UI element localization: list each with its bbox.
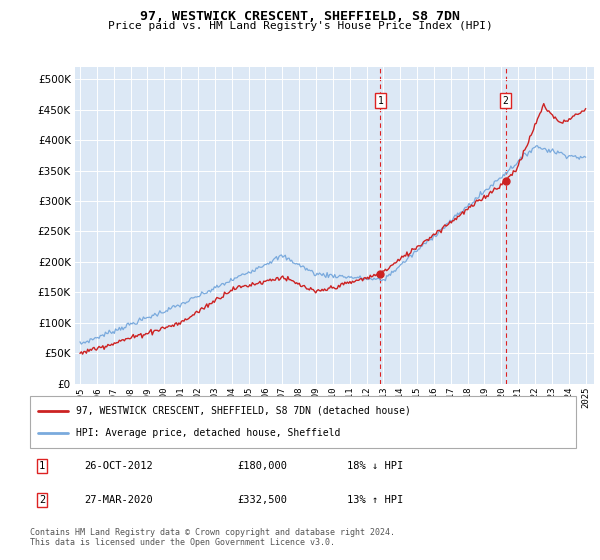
Text: Price paid vs. HM Land Registry's House Price Index (HPI): Price paid vs. HM Land Registry's House … (107, 21, 493, 31)
Text: 13% ↑ HPI: 13% ↑ HPI (347, 494, 403, 505)
Text: £332,500: £332,500 (238, 494, 287, 505)
FancyBboxPatch shape (30, 396, 576, 448)
Text: 1: 1 (377, 96, 383, 106)
Text: 18% ↓ HPI: 18% ↓ HPI (347, 461, 403, 471)
Text: 26-OCT-2012: 26-OCT-2012 (85, 461, 154, 471)
Text: 97, WESTWICK CRESCENT, SHEFFIELD, S8 7DN: 97, WESTWICK CRESCENT, SHEFFIELD, S8 7DN (140, 10, 460, 23)
Text: Contains HM Land Registry data © Crown copyright and database right 2024.
This d: Contains HM Land Registry data © Crown c… (30, 528, 395, 548)
Text: 27-MAR-2020: 27-MAR-2020 (85, 494, 154, 505)
Text: 2: 2 (503, 96, 508, 106)
Text: £180,000: £180,000 (238, 461, 287, 471)
Text: 1: 1 (39, 461, 45, 471)
Text: 97, WESTWICK CRESCENT, SHEFFIELD, S8 7DN (detached house): 97, WESTWICK CRESCENT, SHEFFIELD, S8 7DN… (76, 405, 411, 416)
Text: 2: 2 (39, 494, 45, 505)
Text: HPI: Average price, detached house, Sheffield: HPI: Average price, detached house, Shef… (76, 428, 341, 438)
